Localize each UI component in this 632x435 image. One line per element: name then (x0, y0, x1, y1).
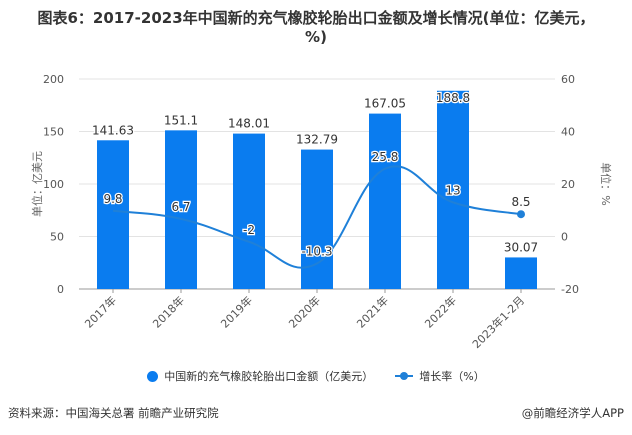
legend-item-line[interactable]: 增长率（%） (395, 368, 485, 384)
right-axis-tick: 20 (561, 178, 575, 191)
growth-value-label: -10.3 (301, 245, 332, 259)
left-axis-tick: 150 (43, 126, 64, 139)
bar (437, 90, 469, 289)
left-axis-tick: 200 (43, 73, 64, 86)
source-text: 资料来源：中国海关总署 前瞻产业研究院 (8, 406, 219, 420)
credit-text: @前瞻经济学人APP (521, 406, 624, 420)
growth-line (112, 165, 522, 269)
legend-line-label: 增长率（%） (419, 370, 485, 383)
legend-line-marker (395, 372, 414, 380)
bar (97, 140, 129, 289)
bar-value-label: 141.63 (92, 123, 134, 137)
left-axis-tick: 0 (57, 283, 64, 296)
right-axis-tick: -20 (561, 283, 579, 296)
bar (165, 130, 197, 289)
x-axis-tick-label: 2019年 (218, 293, 255, 330)
chart-title: 图表6：2017-2023年中国新的充气橡胶轮胎出口金额及增长情况(单位：亿美元… (37, 9, 595, 46)
bar (505, 257, 537, 289)
growth-value-label: 8.5 (511, 195, 530, 209)
bar (233, 133, 265, 289)
left-axis-tick: 50 (50, 231, 64, 244)
growth-value-label: 13 (445, 183, 460, 197)
right-axis-tick: 60 (561, 73, 575, 86)
bar-value-label: 148.01 (228, 117, 270, 131)
bar-value-label: 132.79 (296, 133, 338, 147)
growth-value-label: -2 (243, 223, 255, 237)
legend: 中国新的充气橡胶轮胎出口金额（亿美元） 增长率（%） (0, 368, 632, 384)
bar-value-label: 167.05 (364, 97, 406, 111)
right-axis-tick: 40 (561, 126, 575, 139)
x-axis-tick-label: 2017年 (82, 293, 119, 330)
legend-item-bar[interactable]: 中国新的充气橡胶轮胎出口金额（亿美元） (147, 368, 373, 384)
x-axis-tick-label: 2018年 (150, 293, 187, 330)
bar (369, 113, 401, 289)
left-axis-label: 单位：亿美元 (30, 151, 44, 217)
growth-value-label: 25.8 (372, 150, 399, 164)
x-axis-tick-label: 2022年 (422, 293, 459, 330)
growth-value-label: 6.7 (171, 200, 190, 214)
footer: 资料来源：中国海关总署 前瞻产业研究院 @前瞻经济学人APP (8, 405, 624, 421)
bar-value-label: 151.1 (164, 113, 198, 127)
legend-bar-label: 中国新的充气橡胶轮胎出口金额（亿美元） (164, 370, 374, 383)
growth-value-label: 9.8 (103, 192, 122, 206)
left-axis-tick: 100 (43, 178, 64, 191)
bar (301, 149, 333, 289)
right-axis-tick: 0 (561, 231, 568, 244)
bar-value-label: 30.07 (504, 240, 538, 254)
x-axis-tick-label: 2021年 (354, 293, 391, 330)
bar-value-label: 188.8 (436, 91, 470, 105)
right-axis-label: 单位：% (599, 162, 613, 205)
legend-bar-marker (147, 370, 159, 382)
growth-point (517, 210, 525, 219)
x-axis-tick-label: 2023年1-2月 (469, 293, 527, 351)
x-axis-tick-label: 2020年 (286, 293, 323, 330)
